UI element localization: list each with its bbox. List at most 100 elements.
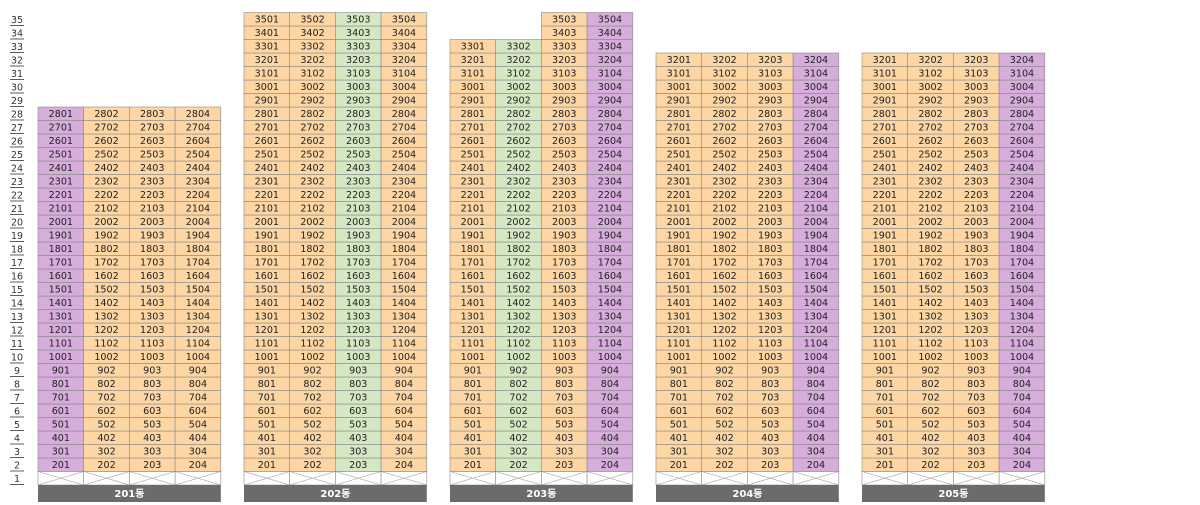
unit-number: 1701 (667, 258, 691, 269)
unit-number: 1903 (758, 231, 782, 242)
unit-number: 1801 (255, 244, 279, 255)
unit-number: 501 (670, 420, 688, 431)
unit-number: 1701 (255, 258, 279, 269)
unit-number: 3303 (552, 42, 576, 53)
unit-number: 1303 (964, 312, 988, 323)
unit-number: 2903 (964, 96, 988, 107)
unit-number: 502 (97, 420, 115, 431)
unit-number: 204 (807, 460, 825, 471)
unit-number: 1304 (598, 312, 622, 323)
unit-number: 701 (876, 393, 894, 404)
unit-number: 1302 (712, 312, 736, 323)
unit-number: 2004 (804, 217, 828, 228)
unit-number: 1404 (392, 298, 416, 309)
unit-number: 2901 (667, 96, 691, 107)
floor-label: 13 (11, 312, 23, 323)
unit-number: 1102 (506, 339, 530, 350)
unit-number: 602 (921, 406, 939, 417)
unit-number: 2201 (667, 190, 691, 201)
unit-number: 1203 (552, 325, 576, 336)
unit-number: 2004 (186, 217, 210, 228)
unit-number: 1801 (873, 244, 897, 255)
unit-number: 3301 (255, 42, 279, 53)
unit-number: 801 (670, 379, 688, 390)
unit-number: 2103 (552, 204, 576, 215)
unit-number: 2303 (552, 177, 576, 188)
unit-number: 504 (601, 420, 619, 431)
unit-number: 2704 (186, 123, 210, 134)
unit-number: 2704 (598, 123, 622, 134)
unit-number: 1603 (964, 271, 988, 282)
unit-number: 1502 (712, 285, 736, 296)
unit-number: 604 (601, 406, 619, 417)
unit-number: 1402 (712, 298, 736, 309)
unit-number: 2104 (392, 204, 416, 215)
unit-number: 1902 (712, 231, 736, 242)
unit-number: 2702 (300, 123, 324, 134)
unit-number: 3001 (255, 82, 279, 93)
unit-number: 1201 (461, 325, 485, 336)
unit-number: 202 (715, 460, 733, 471)
unit-number: 204 (395, 460, 413, 471)
unit-number: 2101 (461, 204, 485, 215)
unit-number: 3202 (918, 55, 942, 66)
unit-number: 1502 (300, 285, 324, 296)
unit-number: 2203 (552, 190, 576, 201)
unit-number: 2901 (255, 96, 279, 107)
unit-number: 701 (464, 393, 482, 404)
unit-number: 1303 (552, 312, 576, 323)
unit-number: 2204 (186, 190, 210, 201)
unit-number: 604 (395, 406, 413, 417)
unit-number: 404 (189, 433, 207, 444)
unit-number: 603 (143, 406, 161, 417)
unit-number: 2301 (667, 177, 691, 188)
unit-number: 3302 (300, 42, 324, 53)
unit-number: 2304 (392, 177, 416, 188)
unit-number: 2203 (346, 190, 370, 201)
unit-number: 3204 (804, 55, 828, 66)
floor-label: 12 (11, 325, 23, 336)
unit-number: 903 (555, 366, 573, 377)
unit-number: 2502 (300, 150, 324, 161)
unit-number: 1103 (964, 339, 988, 350)
pilotis-cross (495, 471, 542, 486)
unit-number: 701 (258, 393, 276, 404)
unit-number: 601 (258, 406, 276, 417)
unit-number: 1702 (712, 258, 736, 269)
unit-number: 2002 (918, 217, 942, 228)
unit-number: 904 (189, 366, 207, 377)
unit-number: 504 (189, 420, 207, 431)
unit-number: 2702 (94, 123, 118, 134)
unit-number: 2801 (873, 109, 897, 120)
unit-number: 802 (509, 379, 527, 390)
unit-number: 2002 (506, 217, 530, 228)
floor-label: 14 (11, 298, 23, 309)
unit-number: 1104 (1010, 339, 1034, 350)
unit-number: 1702 (918, 258, 942, 269)
unit-number: 3101 (667, 69, 691, 80)
unit-number: 2601 (667, 136, 691, 147)
unit-number: 1603 (140, 271, 164, 282)
unit-cell (586, 12, 634, 27)
unit-number: 1704 (804, 258, 828, 269)
unit-number: 702 (921, 393, 939, 404)
unit-number: 1704 (392, 258, 416, 269)
unit-number: 2502 (94, 150, 118, 161)
unit-number: 703 (349, 393, 367, 404)
unit-number: 2904 (598, 96, 622, 107)
unit-number: 1101 (49, 339, 73, 350)
unit-number: 2701 (255, 123, 279, 134)
unit-number: 1301 (461, 312, 485, 323)
building-label: 204동 (732, 488, 762, 500)
unit-number: 3101 (461, 69, 485, 80)
unit-number: 2002 (712, 217, 736, 228)
unit-number: 3103 (346, 69, 370, 80)
unit-number: 1001 (461, 352, 485, 363)
unit-number: 2404 (186, 163, 210, 174)
unit-number: 3101 (873, 69, 897, 80)
unit-number: 1201 (873, 325, 897, 336)
unit-number: 401 (52, 433, 70, 444)
unit-number: 3501 (255, 15, 279, 26)
unit-number: 2002 (300, 217, 324, 228)
unit-number: 3004 (1010, 82, 1034, 93)
